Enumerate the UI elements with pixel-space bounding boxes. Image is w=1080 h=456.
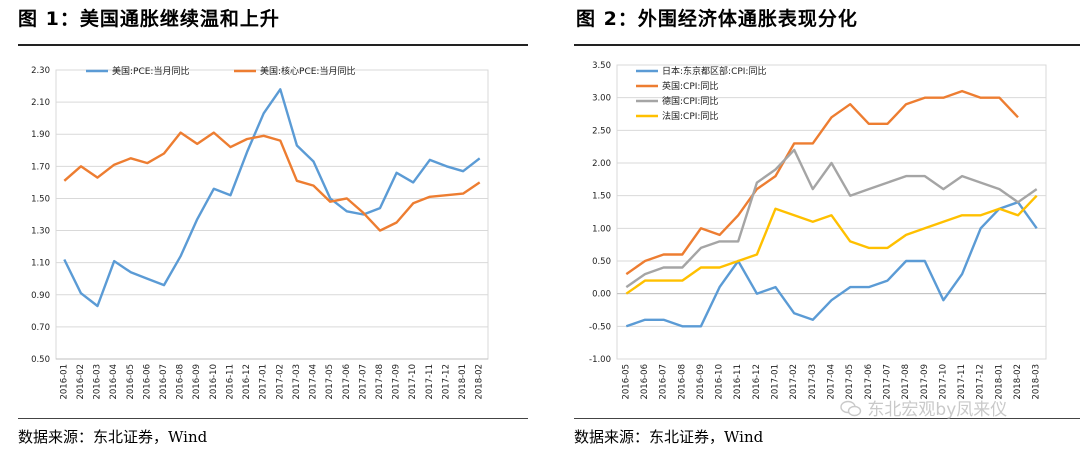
x-tick-label: 2017-07 [358, 364, 368, 400]
x-tick-label: 2016-10 [715, 364, 725, 400]
x-tick-label: 2016-02 [76, 364, 86, 400]
x-tick-label: 2016-10 [209, 364, 219, 400]
x-tick-label: 2017-06 [342, 364, 352, 400]
x-tick-label: 2017-12 [976, 364, 986, 400]
plot-area [616, 64, 1047, 360]
y-tick-label: 1.90 [31, 130, 50, 140]
source-rule [574, 418, 1080, 419]
x-tick-label: 2017-07 [882, 364, 892, 400]
x-tick-label: 2017-02 [275, 364, 285, 400]
x-tick-label: 2017-08 [901, 364, 911, 400]
x-tick-label: 2017-04 [309, 364, 319, 400]
y-tick-label: 0.00 [592, 290, 611, 300]
source-rule [18, 418, 528, 419]
series-line-0 [625, 201, 1038, 328]
x-tick-label: 2016-08 [176, 364, 186, 400]
x-tick-label: 2017-11 [957, 364, 967, 400]
panel-foreign-inflation: 图 2：外围经济体通胀表现分化 3.50 3.00 2.50 2.00 1.50 1.00… [556, 0, 1080, 456]
x-tick-label: 2016-12 [752, 364, 762, 400]
y-tick-label: 0.50 [592, 257, 611, 267]
x-tick-label: 2017-04 [827, 364, 837, 400]
x-tick-label: 2017-02 [789, 364, 799, 400]
x-tick-label: 2017-03 [808, 364, 818, 400]
source-note: 数据来源：东北证券，Wind [18, 428, 208, 446]
x-tick-label: 2016-05 [621, 364, 631, 400]
title-rule [18, 44, 528, 46]
y-tick-label: -1.00 [589, 355, 611, 365]
series-line-1 [63, 131, 481, 232]
x-tick-label: 2016-03 [93, 364, 103, 400]
x-tick-label: 2016-06 [640, 364, 650, 400]
plot-area [55, 69, 489, 360]
chart-title: 图 2：外围经济体通胀表现分化 [576, 8, 858, 30]
series-line-1 [625, 89, 1019, 276]
y-tick-label: 0.70 [31, 323, 50, 333]
chart-title: 图 1：美国通胀继续温和上升 [18, 8, 280, 30]
x-tick-label: 2017-10 [938, 364, 948, 400]
x-tick-label: 2017-06 [864, 364, 874, 400]
title-rule [574, 44, 1080, 46]
x-tick-label: 2016-11 [733, 364, 743, 400]
x-tick-label: 2016-09 [696, 364, 706, 400]
x-tick-label: 2016-11 [225, 364, 235, 400]
y-tick-label: 2.10 [31, 98, 50, 108]
x-tick-label: 2016-06 [142, 364, 152, 400]
watermark-text: 东北宏观by凤来仪 [867, 400, 1008, 420]
series-line-3 [625, 194, 1038, 295]
source-note: 数据来源：东北证券，Wind [574, 428, 764, 446]
legend-label: 美国:PCE:当月同比 [112, 65, 189, 77]
y-tick-label: 1.70 [31, 162, 50, 172]
y-tick-label: 0.90 [31, 291, 50, 301]
x-tick-label: 2016-09 [192, 364, 202, 400]
x-tick-label: 2017-03 [292, 364, 302, 400]
x-tick-label: 2017-05 [845, 364, 855, 400]
cpi-line-chart: 3.50 3.00 2.50 2.00 1.50 1.00 0.50 0.00 -0.50 -1.… [589, 61, 1047, 400]
legend-label: 美国:核心PCE:当月同比 [260, 65, 355, 77]
legend-label: 德国:CPI:同比 [662, 95, 718, 107]
y-tick-label: 1.00 [592, 224, 611, 234]
legend-label: 日本:东京都区部:CPI:同比 [662, 65, 766, 77]
x-tick-label: 2017-09 [920, 364, 930, 400]
x-tick-label: 2017-05 [325, 364, 335, 400]
x-tick-label: 2018-02 [1013, 364, 1023, 400]
legend-label: 英国:CPI:同比 [662, 80, 718, 92]
watermark: 东北宏观by凤来仪 [840, 395, 1007, 420]
x-tick-label: 2018-02 [475, 364, 485, 400]
pce-line-chart: 2.30 2.10 1.90 1.70 1.50 1.30 1.10 0.90 0.70 0.50… [31, 65, 489, 400]
x-tick-label: 2016-07 [159, 364, 169, 400]
series-line-2 [625, 148, 1038, 289]
x-tick-label: 2016-05 [126, 364, 136, 400]
x-tick-label: 2017-01 [259, 364, 269, 400]
x-tick-label: 2017-08 [375, 364, 385, 400]
x-tick-label: 2018-01 [994, 364, 1004, 400]
x-tick-label: 2017-01 [771, 364, 781, 400]
series-line-0 [63, 88, 481, 308]
panel-us-inflation: 图 1：美国通胀继续温和上升 2.30 2.10 1.90 1.70 1.50 1.30 1… [0, 0, 528, 456]
y-tick-label: 1.30 [31, 227, 50, 237]
x-tick-label: 2016-04 [109, 364, 119, 400]
x-tick-label: 2016-12 [242, 364, 252, 400]
x-tick-label: 2018-01 [458, 364, 468, 400]
y-tick-label: 1.50 [592, 192, 611, 202]
x-tick-label: 2017-09 [392, 364, 402, 400]
y-tick-label: 3.00 [592, 94, 611, 104]
x-tick-label: 2017-11 [425, 364, 435, 400]
x-tick-label: 2016-07 [659, 364, 669, 400]
y-tick-label: 1.10 [31, 259, 50, 269]
legend-label: 法国:CPI:同比 [662, 110, 718, 122]
x-tick-label: 2017-10 [408, 364, 418, 400]
x-tick-label: 2016-08 [677, 364, 687, 400]
y-tick-label: -0.50 [589, 322, 611, 332]
x-tick-label: 2017-12 [441, 364, 451, 400]
y-tick-label: 0.50 [31, 355, 50, 365]
y-tick-label: 2.50 [592, 126, 611, 136]
wechat-icon [840, 400, 862, 417]
y-tick-label: 2.00 [592, 159, 611, 169]
y-tick-label: 2.30 [31, 66, 50, 76]
y-tick-label: 3.50 [592, 61, 611, 71]
x-tick-label: 2016-01 [59, 364, 69, 400]
x-tick-label: 2018-03 [1032, 364, 1042, 400]
y-tick-label: 1.50 [31, 194, 50, 204]
